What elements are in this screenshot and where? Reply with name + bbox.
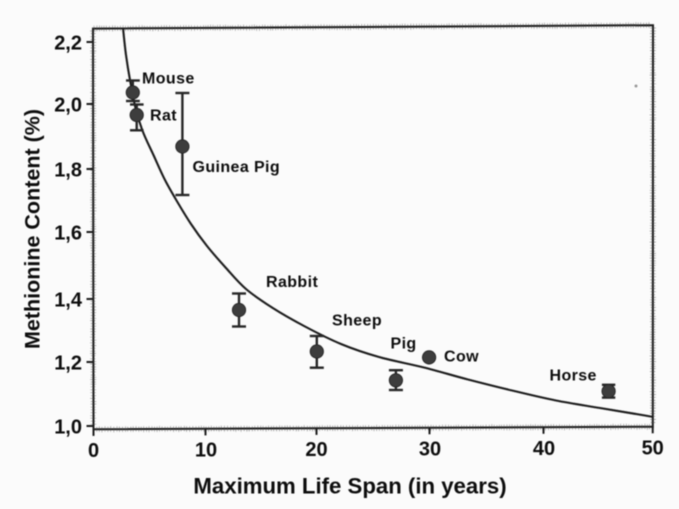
svg-text:Sheep: Sheep (332, 313, 382, 330)
svg-text:Pig: Pig (391, 336, 417, 353)
svg-text:Maximum Life Span (in years): Maximum Life Span (in years) (193, 473, 506, 498)
svg-text:2,2: 2,2 (54, 32, 82, 54)
svg-text:50: 50 (642, 437, 664, 459)
svg-text:1,6: 1,6 (54, 222, 82, 244)
svg-text:20: 20 (305, 439, 327, 461)
svg-text:Rabbit: Rabbit (266, 274, 318, 291)
svg-text:Cow: Cow (444, 349, 479, 366)
svg-text:1,8: 1,8 (54, 159, 82, 181)
svg-text:10: 10 (195, 440, 217, 462)
svg-text:40: 40 (533, 438, 555, 460)
svg-text:Guinea Pig: Guinea Pig (193, 159, 281, 176)
svg-text:Methionine Content (%): Methionine Content (%) (21, 109, 45, 349)
svg-text:30: 30 (419, 438, 441, 460)
svg-text:1,4: 1,4 (54, 289, 83, 311)
svg-text:1,2: 1,2 (54, 352, 82, 374)
svg-text:1,0: 1,0 (54, 416, 82, 438)
svg-text:2,0: 2,0 (54, 94, 82, 116)
svg-text:Mouse: Mouse (142, 71, 195, 88)
svg-text:Rat: Rat (150, 108, 177, 125)
svg-text:Horse: Horse (550, 368, 597, 385)
svg-text:0: 0 (88, 440, 99, 462)
